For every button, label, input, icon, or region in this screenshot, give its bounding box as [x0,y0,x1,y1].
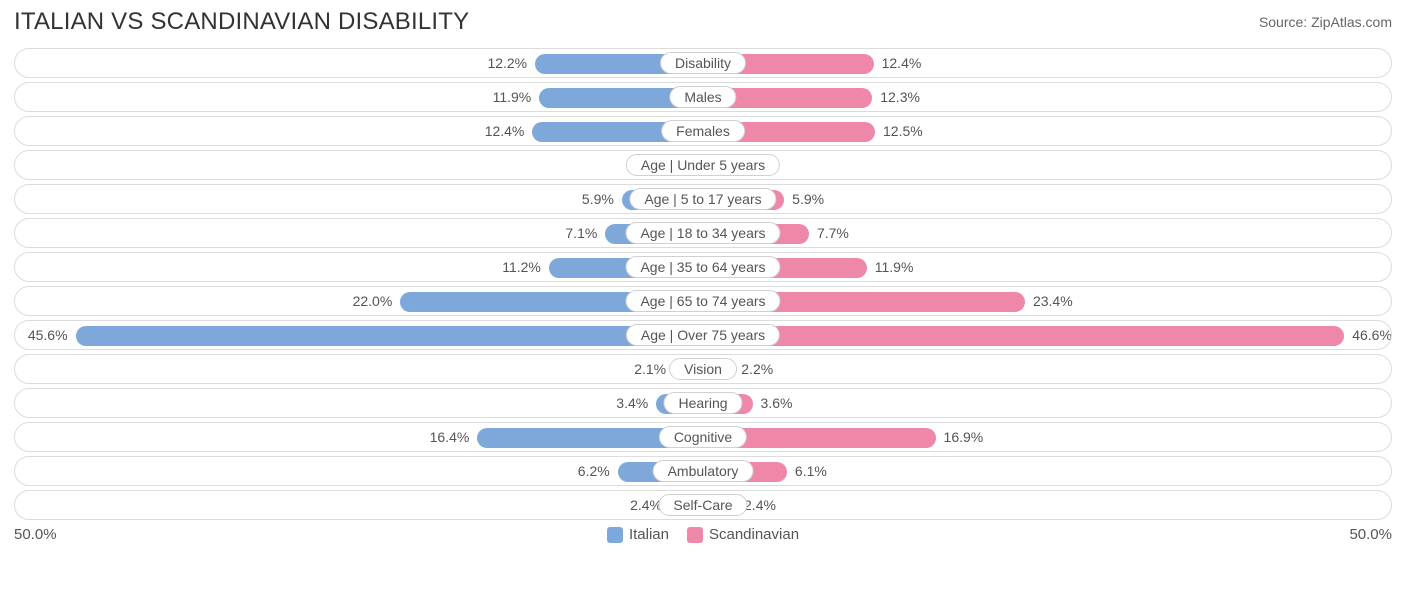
value-italian: 3.4% [608,389,656,417]
value-scandinavian: 23.4% [1025,287,1081,315]
chart-row: 12.4% 12.5% Females [14,116,1392,146]
row-label: Vision [669,358,737,380]
chart-row: 3.4% 3.6% Hearing [14,388,1392,418]
value-scandinavian: 5.9% [784,185,832,213]
value-scandinavian: 16.9% [936,423,992,451]
value-scandinavian: 12.4% [874,49,930,77]
chart-row: 22.0% 23.4% Age | 65 to 74 years [14,286,1392,316]
legend-item-scandinavian: Scandinavian [687,526,799,543]
value-scandinavian: 46.6% [1344,321,1392,349]
bar-italian [76,326,703,346]
value-italian: 16.4% [422,423,478,451]
row-label: Age | 18 to 34 years [625,222,780,244]
axis-left-max: 50.0% [14,526,57,543]
value-italian: 7.1% [557,219,605,247]
value-italian: 6.2% [570,457,618,485]
value-italian: 12.2% [479,49,535,77]
value-italian: 12.4% [477,117,533,145]
swatch-italian [607,527,623,543]
value-scandinavian: 12.3% [872,83,928,111]
value-italian: 45.6% [20,321,76,349]
value-scandinavian: 11.9% [867,253,922,281]
chart-row: 11.9% 12.3% Males [14,82,1392,112]
chart-title: ITALIAN VS SCANDINAVIAN DISABILITY [14,8,469,36]
swatch-scandinavian [687,527,703,543]
bar-scandinavian [703,326,1344,346]
chart-source: Source: ZipAtlas.com [1259,14,1392,30]
diverging-bar-chart: 12.2% 12.4% Disability 11.9% 12.3% Males 12.4%… [14,48,1392,520]
value-italian: 5.9% [574,185,622,213]
chart-row: 11.2% 11.9% Age | 35 to 64 years [14,252,1392,282]
value-scandinavian: 6.1% [787,457,835,485]
value-scandinavian: 3.6% [753,389,801,417]
chart-row: 5.9% 5.9% Age | 5 to 17 years [14,184,1392,214]
row-label: Hearing [663,392,742,414]
legend: Italian Scandinavian [607,526,799,543]
value-italian: 2.1% [626,355,674,383]
legend-label-scandinavian: Scandinavian [709,526,799,543]
value-italian: 11.2% [494,253,549,281]
chart-header: ITALIAN VS SCANDINAVIAN DISABILITY Sourc… [14,8,1392,36]
row-label: Age | 35 to 64 years [625,256,780,278]
row-label: Age | Under 5 years [626,154,780,176]
value-italian: 22.0% [345,287,401,315]
row-label: Ambulatory [653,460,754,482]
row-label: Females [661,120,745,142]
chart-row: 2.4%2.4%Self-Care [14,490,1392,520]
chart-row: 12.2% 12.4% Disability [14,48,1392,78]
axis-right-max: 50.0% [1349,526,1392,543]
legend-item-italian: Italian [607,526,669,543]
row-label: Disability [660,52,746,74]
row-label: Age | 65 to 74 years [625,290,780,312]
row-label: Self-Care [658,494,747,516]
chart-row: 16.4% 16.9% Cognitive [14,422,1392,452]
chart-footer: 50.0% Italian Scandinavian 50.0% [14,526,1392,543]
chart-row: 2.1% 2.2%Vision [14,354,1392,384]
value-scandinavian: 12.5% [875,117,931,145]
value-italian: 11.9% [485,83,540,111]
legend-label-italian: Italian [629,526,669,543]
row-label: Age | Over 75 years [626,324,780,346]
chart-row: 6.2% 6.1% Ambulatory [14,456,1392,486]
chart-row: 1.6%1.5%Age | Under 5 years [14,150,1392,180]
chart-row: 45.6% 46.6% Age | Over 75 years [14,320,1392,350]
row-label: Cognitive [659,426,747,448]
chart-row: 7.1% 7.7% Age | 18 to 34 years [14,218,1392,248]
value-scandinavian: 2.2% [733,355,781,383]
value-scandinavian: 7.7% [809,219,857,247]
row-label: Males [669,86,736,108]
row-label: Age | 5 to 17 years [629,188,776,210]
